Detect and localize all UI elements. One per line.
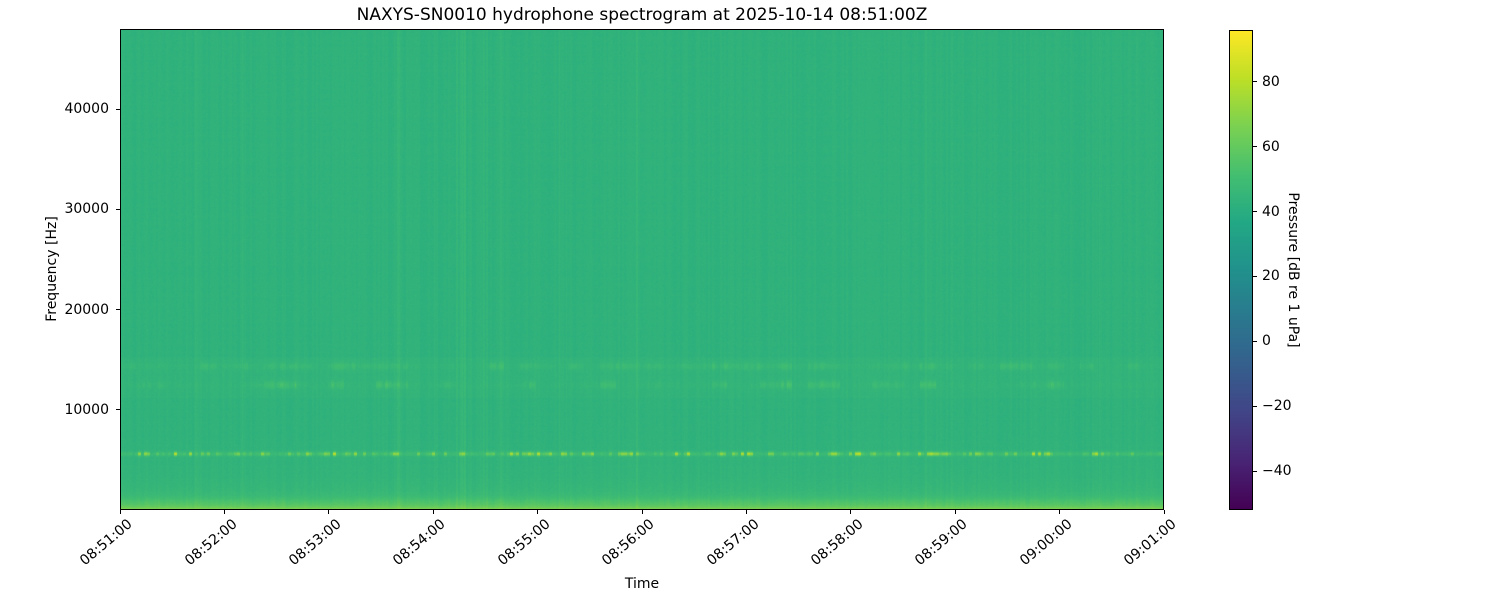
y-tick-label: 10000 (64, 401, 109, 418)
colorbar-tick-mark (1253, 211, 1257, 213)
y-tick-mark (116, 309, 120, 311)
x-tick-label: 08:56:00 (599, 516, 658, 569)
y-tick-mark (116, 108, 120, 110)
x-tick-mark (432, 510, 434, 514)
x-tick-label: 08:57:00 (703, 516, 763, 569)
x-tick-label: 09:00:00 (1016, 516, 1076, 569)
y-tick-label: 30000 (64, 201, 109, 218)
spectrogram-canvas (120, 29, 1164, 510)
colorbar-tick-label: −40 (1262, 463, 1292, 480)
x-tick-label: 08:58:00 (807, 516, 867, 569)
colorbar-tick-mark (1253, 146, 1257, 148)
colorbar-tick-mark (1253, 340, 1257, 342)
colorbar-tick-label: 0 (1262, 333, 1271, 350)
x-tick-mark (119, 510, 121, 514)
x-tick-mark (1163, 510, 1165, 514)
y-tick-mark (116, 409, 120, 411)
y-tick-label: 40000 (64, 101, 109, 118)
x-tick-mark (223, 510, 225, 514)
x-tick-label: 08:53:00 (285, 516, 345, 569)
x-tick-mark (954, 510, 956, 514)
y-tick-label: 20000 (64, 301, 109, 318)
x-tick-label: 08:55:00 (494, 516, 554, 569)
x-tick-mark (641, 510, 643, 514)
chart-title: NAXYS-SN0010 hydrophone spectrogram at 2… (356, 5, 928, 25)
colorbar-tick-mark (1253, 81, 1257, 83)
x-tick-mark (537, 510, 539, 514)
colorbar-tick-label: 60 (1262, 138, 1280, 155)
x-tick-label: 08:51:00 (77, 516, 136, 569)
x-tick-mark (745, 510, 747, 514)
colorbar-tick-mark (1253, 275, 1257, 277)
colorbar-tick-label: −20 (1262, 398, 1292, 415)
x-axis-label: Time (624, 576, 660, 592)
x-tick-label: 08:59:00 (912, 516, 971, 569)
colorbar-tick-label: 80 (1262, 73, 1280, 90)
x-tick-mark (328, 510, 330, 514)
x-tick-label: 09:01:00 (1121, 516, 1180, 569)
x-tick-mark (1059, 510, 1061, 514)
colorbar-tick-label: 40 (1262, 203, 1280, 220)
colorbar-label: Pressure [dB re 1 uPa] (1285, 192, 1301, 348)
colorbar (1229, 30, 1253, 510)
colorbar-tick-mark (1253, 470, 1257, 472)
x-tick-label: 08:52:00 (181, 516, 241, 569)
x-tick-label: 08:54:00 (390, 516, 449, 569)
x-tick-mark (850, 510, 852, 514)
colorbar-tick-label: 20 (1262, 268, 1280, 285)
colorbar-tick-mark (1253, 405, 1257, 407)
y-tick-mark (116, 208, 120, 210)
